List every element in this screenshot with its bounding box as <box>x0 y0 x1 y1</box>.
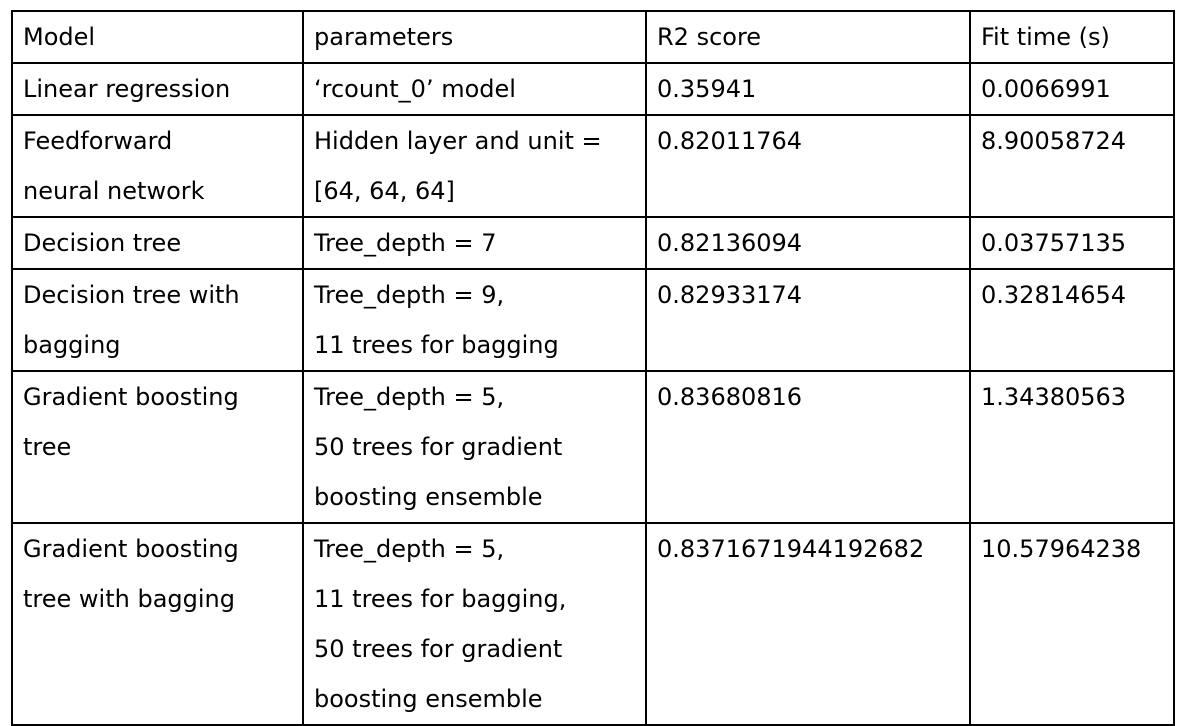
parameters-line: 11 trees for bagging <box>314 331 559 359</box>
parameters-line: [64, 64, 64] <box>314 177 455 205</box>
parameters-cell: ‘rcount_0’ model <box>302 62 647 116</box>
model-line: Feedforward <box>23 127 173 155</box>
parameters-line: boosting ensemble <box>314 483 543 511</box>
model-cell: Feedforward neural network <box>11 114 304 218</box>
parameters-line: Tree_depth = 9, <box>314 281 505 309</box>
model-line: tree <box>23 433 72 461</box>
table-row: Decision tree with bagging Tree_depth = … <box>11 268 1175 372</box>
parameters-line: boosting ensemble <box>314 685 543 713</box>
parameters-line: Tree_depth = 5, <box>314 383 505 411</box>
model-cell: Decision tree <box>11 216 304 270</box>
model-cell: Decision tree with bagging <box>11 268 304 372</box>
fit-time-cell: 1.34380563 <box>969 370 1175 524</box>
model-line: Gradient boosting <box>23 535 239 563</box>
table-row: Feedforward neural network Hidden layer … <box>11 114 1175 218</box>
parameters-line: Tree_depth = 7 <box>314 229 497 257</box>
model-line: Linear regression <box>23 75 231 103</box>
fit-time-cell: 0.03757135 <box>969 216 1175 270</box>
header-row: Model parameters R2 score Fit time (s) <box>11 10 1175 64</box>
parameters-cell: Tree_depth = 5, 11 trees for bagging, 50… <box>302 522 647 726</box>
r2-score-cell: 0.82933174 <box>645 268 971 372</box>
fit-time-cell: 10.57964238 <box>969 522 1175 726</box>
model-line: tree with bagging <box>23 585 235 613</box>
parameters-cell: Hidden layer and unit = [64, 64, 64] <box>302 114 647 218</box>
table-row: Decision tree Tree_depth = 7 0.82136094 … <box>11 216 1175 270</box>
header-cell-parameters: parameters <box>302 10 647 64</box>
table-row: Gradient boosting tree with bagging Tree… <box>11 522 1175 726</box>
parameters-line: 50 trees for gradient <box>314 433 563 461</box>
parameters-line: ‘rcount_0’ model <box>314 75 516 103</box>
header-cell-model: Model <box>11 10 304 64</box>
parameters-line: 11 trees for bagging, <box>314 585 567 613</box>
fit-time-cell: 0.0066991 <box>969 62 1175 116</box>
table-row: Linear regression ‘rcount_0’ model 0.359… <box>11 62 1175 116</box>
r2-score-cell: 0.35941 <box>645 62 971 116</box>
r2-score-cell: 0.82136094 <box>645 216 971 270</box>
fit-time-cell: 0.32814654 <box>969 268 1175 372</box>
r2-score-cell: 0.82011764 <box>645 114 971 218</box>
parameters-cell: Tree_depth = 5, 50 trees for gradient bo… <box>302 370 647 524</box>
header-cell-fit-time: Fit time (s) <box>969 10 1175 64</box>
model-cell: Linear regression <box>11 62 304 116</box>
model-line: Gradient boosting <box>23 383 239 411</box>
model-line: Decision tree <box>23 229 182 257</box>
model-line: bagging <box>23 331 121 359</box>
parameters-cell: Tree_depth = 7 <box>302 216 647 270</box>
r2-score-cell: 0.83680816 <box>645 370 971 524</box>
model-cell: Gradient boosting tree with bagging <box>11 522 304 726</box>
fit-time-cell: 8.90058724 <box>969 114 1175 218</box>
r2-score-cell: 0.8371671944192682 <box>645 522 971 726</box>
model-cell: Gradient boosting tree <box>11 370 304 524</box>
model-line: Decision tree with <box>23 281 240 309</box>
parameters-line: 50 trees for gradient <box>314 635 563 663</box>
parameters-line: Hidden layer and unit = <box>314 127 602 155</box>
table-row: Gradient boosting tree Tree_depth = 5, 5… <box>11 370 1175 524</box>
parameters-cell: Tree_depth = 9, 11 trees for bagging <box>302 268 647 372</box>
parameters-line: Tree_depth = 5, <box>314 535 505 563</box>
model-line: neural network <box>23 177 205 205</box>
results-table: Model parameters R2 score Fit time (s) L… <box>11 10 1175 726</box>
header-cell-r2-score: R2 score <box>645 10 971 64</box>
